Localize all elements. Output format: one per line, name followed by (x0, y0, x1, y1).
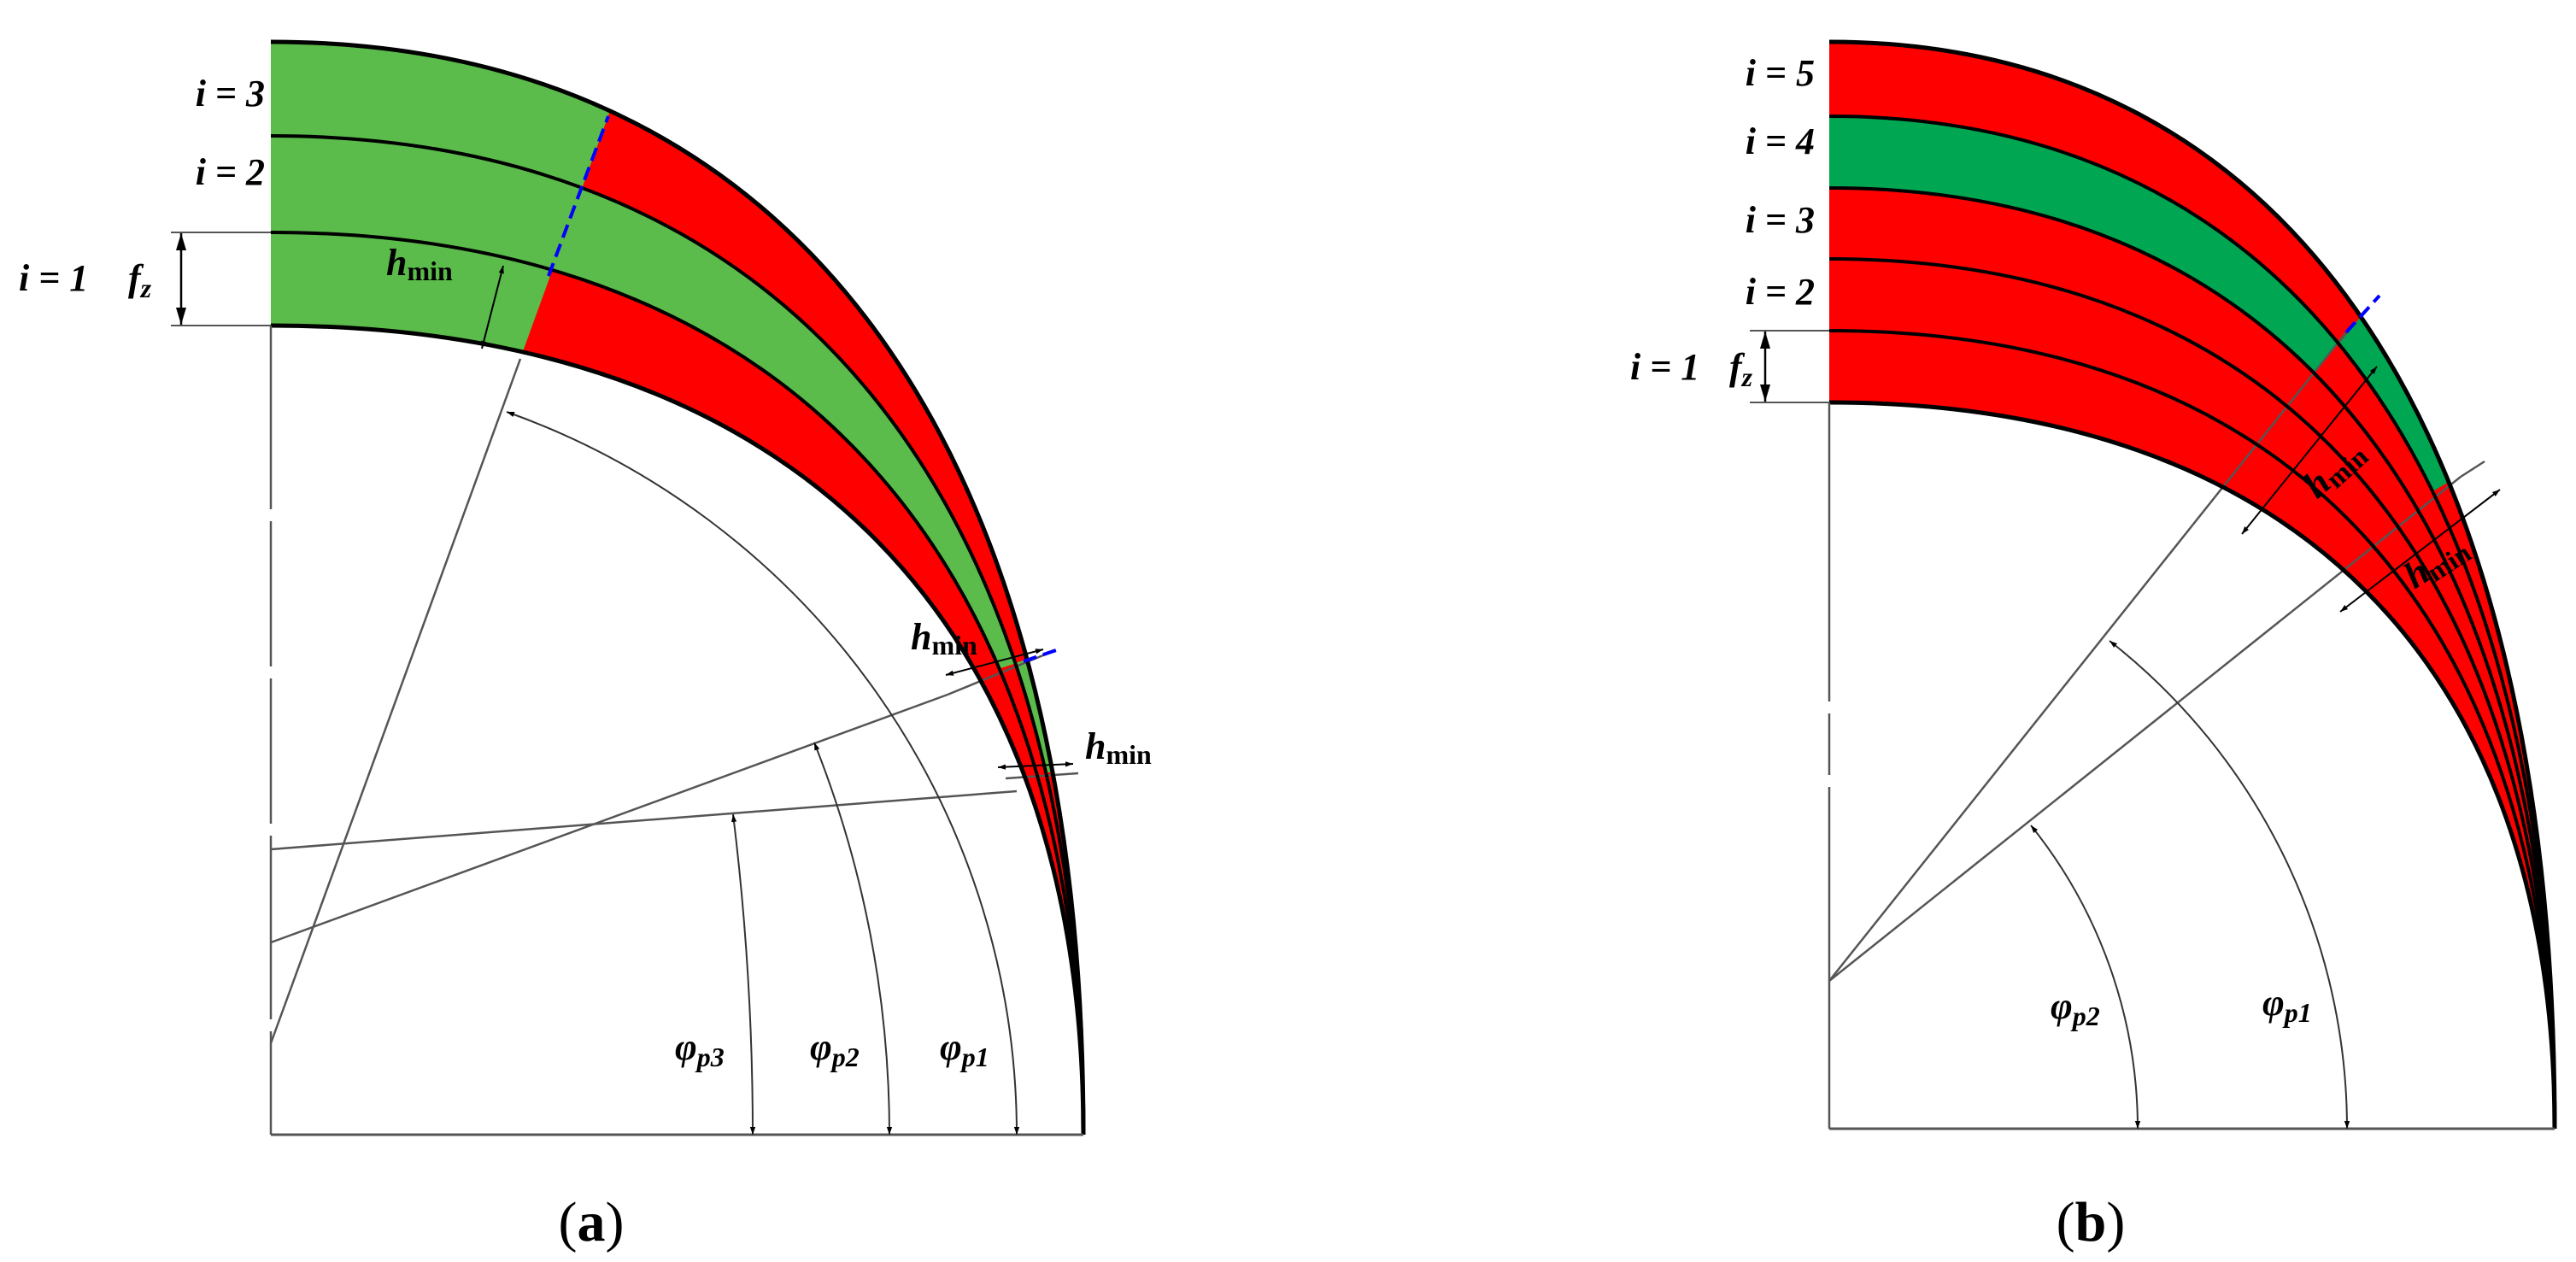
caption-paren: ) (606, 1191, 625, 1253)
level-label-i3: i = 3 (196, 73, 265, 114)
angle-symbol: φ (2262, 982, 2285, 1024)
feed-label: fz (128, 257, 152, 303)
level-label-i3: i = 3 (1746, 199, 1815, 241)
angle-arc (731, 813, 756, 1136)
panel-b: i = 5 i = 4 i = 3 i = 2 i = 1 fz hmin hm… (1630, 39, 2557, 1253)
hmin-label-3: hmin (1085, 725, 1152, 770)
layer-boundary (1828, 39, 2557, 1130)
level-label-i2: i = 2 (1746, 271, 1815, 313)
feed-symbol: f (128, 257, 144, 299)
angle-subscript: p2 (2070, 1001, 2100, 1031)
split-dashed-line (2344, 294, 2381, 334)
level-label-i5: i = 5 (1746, 52, 1815, 94)
radial-line (270, 693, 948, 944)
feed-subscript: z (1741, 361, 1753, 392)
panel-a: i = 3 i = 2 i = 1 fz hmin hmin hmin φp3 … (19, 39, 1152, 1253)
feed-subscript: z (140, 273, 152, 303)
hmin-dimension (2241, 366, 2378, 535)
angle-symbol: φ (810, 1026, 832, 1068)
hmin-symbol: h (911, 616, 931, 658)
caption-paren: ) (2106, 1191, 2125, 1253)
caption-letter: b (2075, 1191, 2107, 1253)
angle-subscript: p1 (959, 1042, 989, 1072)
radial-line (1828, 476, 2462, 982)
band-fill (1829, 331, 2555, 1129)
angle-subscript: p3 (695, 1042, 725, 1072)
hmin-subscript: min (1106, 739, 1152, 770)
caption-a: (a) (559, 1191, 625, 1253)
layer-boundary (270, 39, 1086, 1136)
hmin-dimension (2339, 489, 2501, 613)
hmin-symbol: h (1085, 725, 1106, 767)
angle-label-p2: φp2 (810, 1026, 860, 1072)
caption-paren: ( (559, 1191, 578, 1253)
radial-line (270, 789, 1018, 851)
level-label-i1: i = 1 (1630, 346, 1699, 388)
level-label-i1: i = 1 (19, 257, 88, 299)
feed-label: fz (1729, 346, 1753, 392)
angle-subscript: p2 (830, 1042, 860, 1072)
hmin-label-1: hmin (386, 242, 453, 286)
hmin-label-2: hmin (2397, 525, 2477, 599)
angle-label-p2: φp2 (2051, 985, 2100, 1031)
band-1 (1829, 331, 2555, 1129)
caption-b: (b) (2057, 1191, 2126, 1253)
level-label-i4: i = 4 (1746, 120, 1815, 162)
radial-line (2460, 460, 2485, 478)
hmin-dimension (945, 649, 1044, 676)
angle-arc (506, 411, 1020, 1136)
angle-arc (2030, 825, 2141, 1130)
angle-arc (2109, 640, 2350, 1130)
band-fill (271, 232, 1083, 1135)
feed-symbol: f (1729, 346, 1746, 388)
angle-label-p1: φp1 (940, 1026, 989, 1072)
layer-boundary (270, 323, 1086, 1136)
angle-label-p3: φp3 (675, 1026, 725, 1072)
hmin-dimension (997, 761, 1074, 770)
angle-arc (813, 742, 893, 1136)
hmin-dimension (481, 265, 504, 349)
hmin-subscript: min (931, 630, 977, 660)
layer-boundary (270, 134, 1085, 1136)
radial-line (269, 358, 522, 1044)
caption-letter: a (578, 1191, 606, 1253)
hmin-label-2: hmin (911, 616, 977, 660)
angle-symbol: φ (675, 1026, 697, 1068)
hmin-symbol: h (386, 242, 407, 284)
angle-symbol: φ (940, 1026, 962, 1068)
angle-subscript: p1 (2282, 997, 2312, 1028)
angle-label-p1: φp1 (2262, 982, 2312, 1028)
caption-paren: ( (2057, 1191, 2075, 1253)
angle-symbol: φ (2051, 985, 2073, 1027)
split-dashed-line (547, 115, 610, 277)
level-label-i2: i = 2 (196, 151, 265, 193)
hmin-subscript: min (407, 255, 453, 286)
